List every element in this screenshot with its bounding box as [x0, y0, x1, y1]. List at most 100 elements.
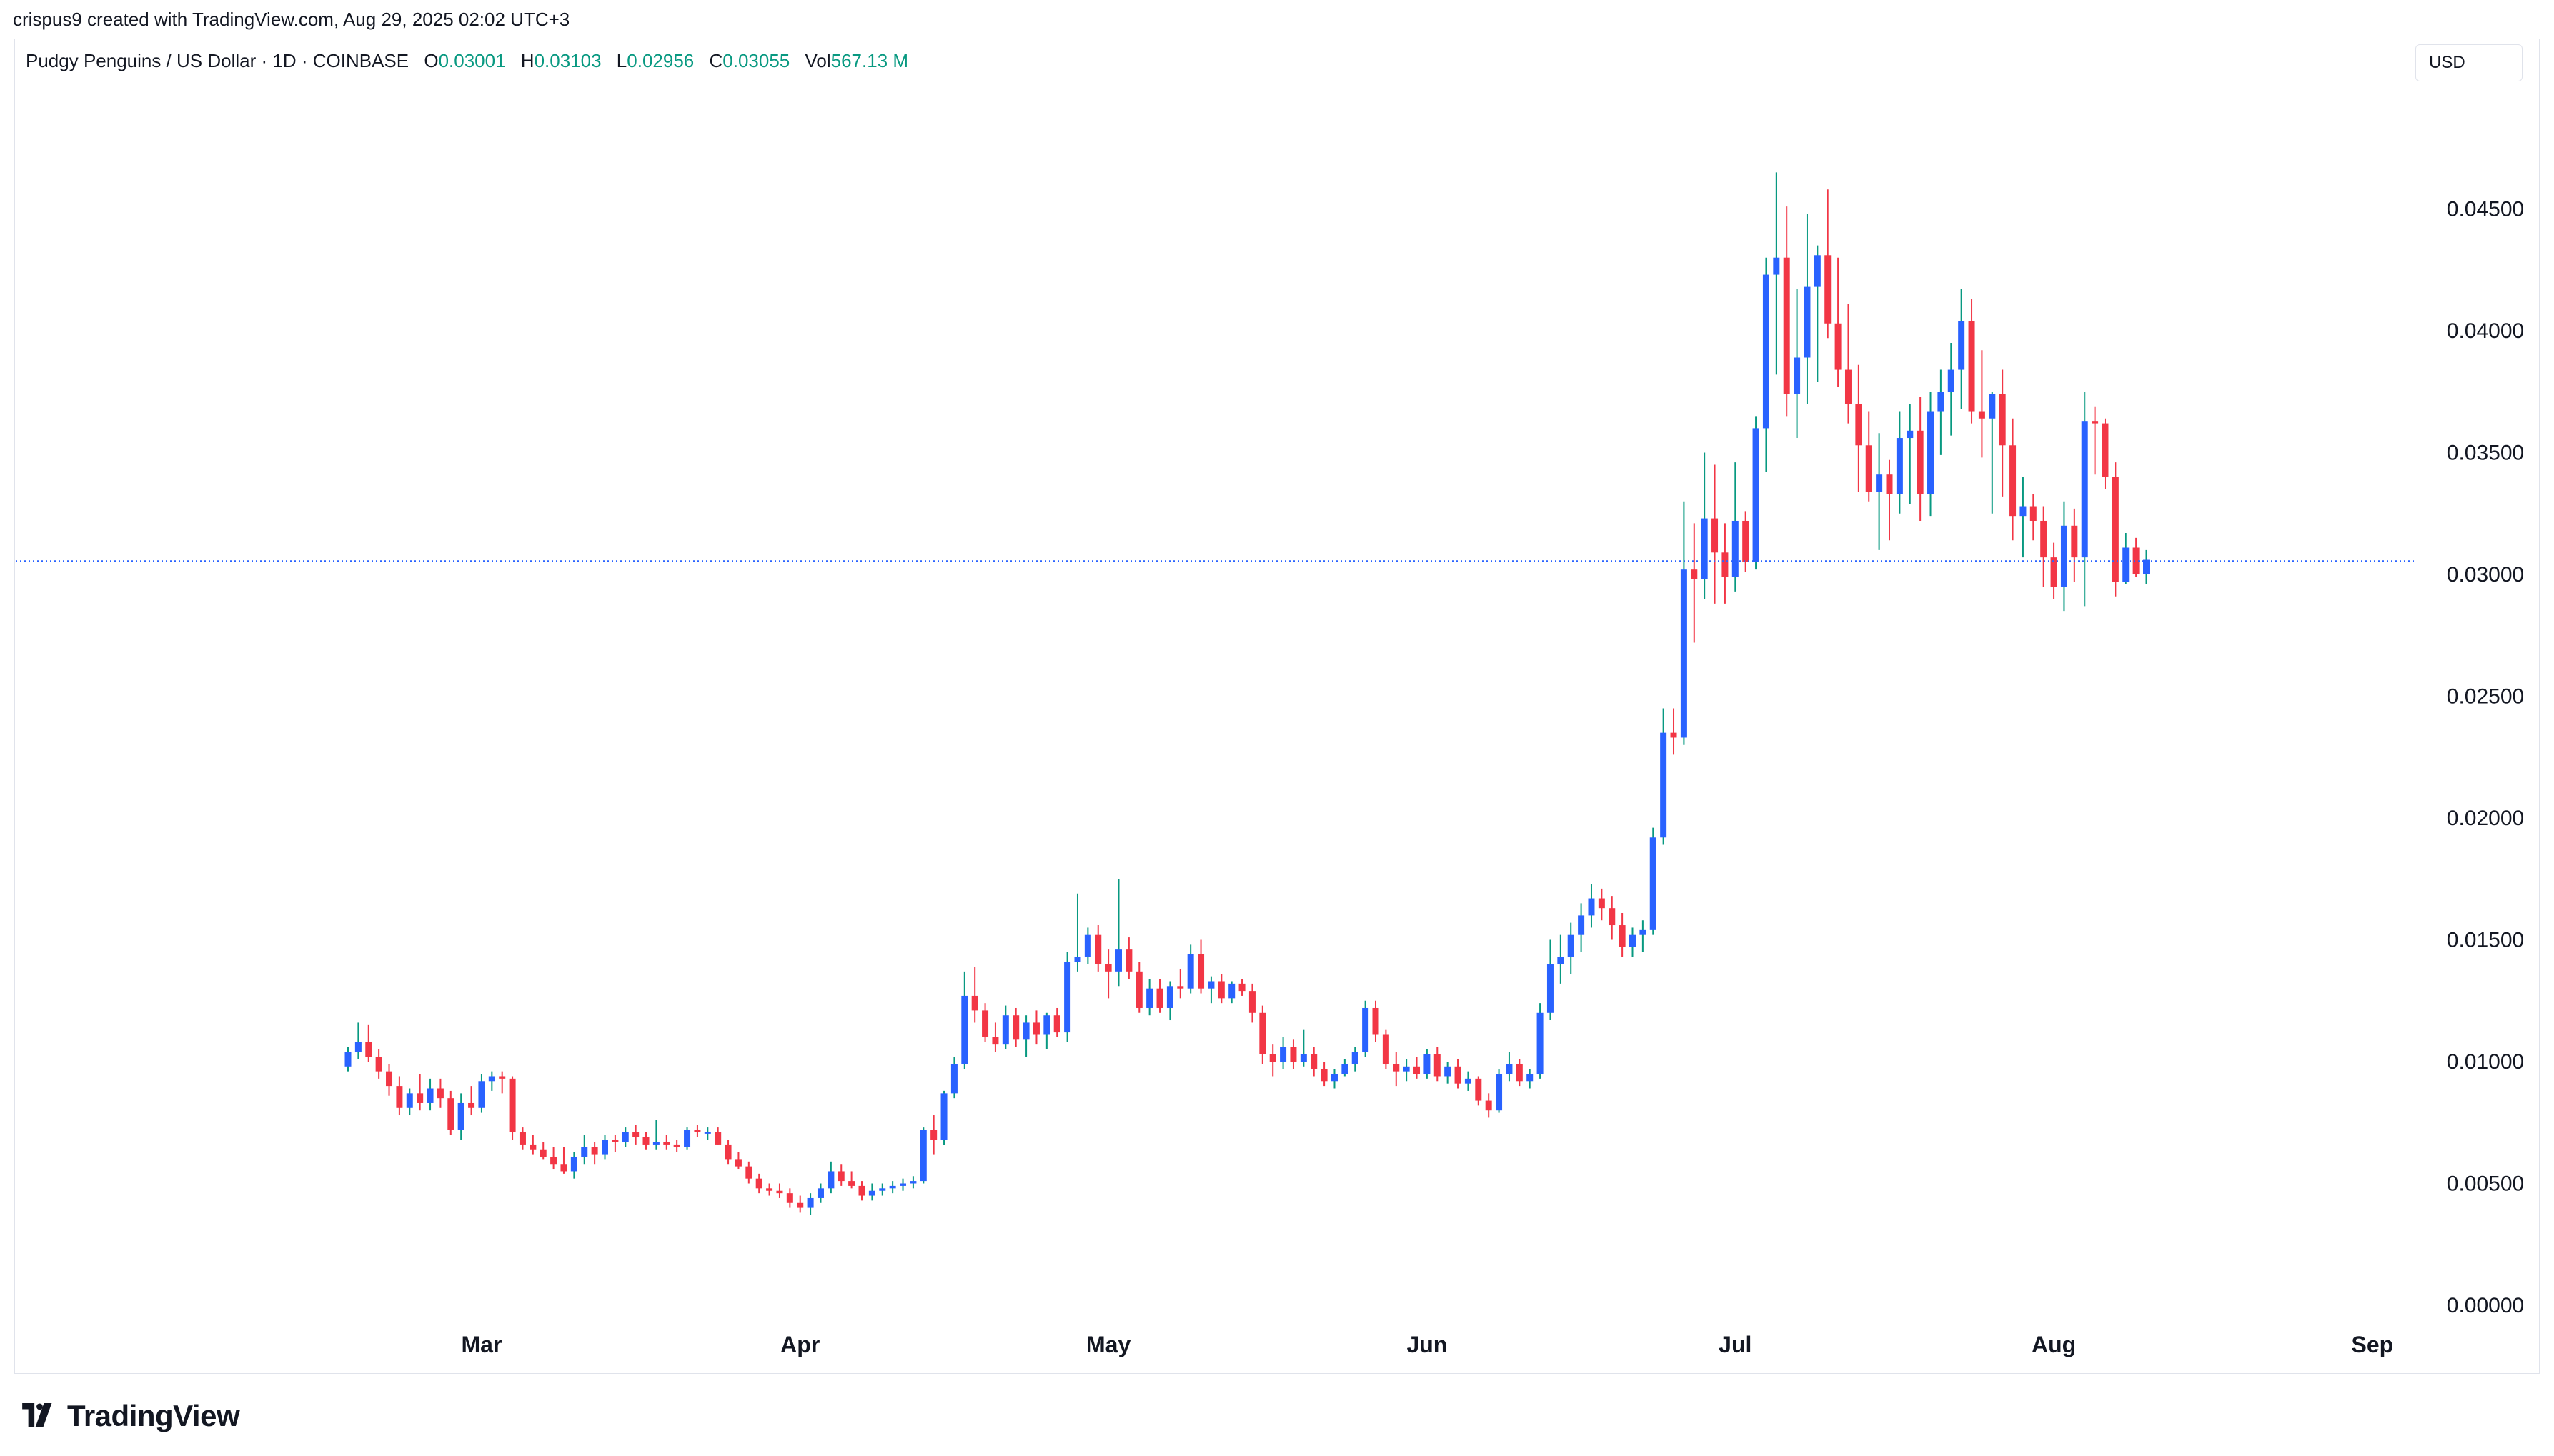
- candle-body: [488, 1076, 495, 1082]
- candle-body: [868, 1190, 875, 1196]
- candle-body: [1280, 1047, 1287, 1062]
- candle-body: [1105, 964, 1112, 972]
- candle-body: [828, 1171, 835, 1189]
- candle-body: [1382, 1034, 1389, 1064]
- candle-body: [1259, 1012, 1266, 1054]
- candle-body: [1043, 1015, 1050, 1035]
- candle-body: [2143, 559, 2150, 574]
- candles: [344, 172, 2150, 1215]
- candle-body: [1609, 908, 1616, 926]
- candle-body: [1783, 257, 1790, 394]
- candle-body: [540, 1149, 547, 1157]
- candle-body: [1670, 732, 1677, 738]
- candle-body: [1403, 1066, 1410, 1072]
- candle-body: [1629, 934, 1636, 947]
- candle-body: [1115, 949, 1122, 972]
- x-tick-label: Mar: [461, 1332, 502, 1357]
- chart-caption: crispus9 created with TradingView.com, A…: [13, 9, 570, 30]
- candle-body: [1844, 369, 1852, 404]
- candle-body: [1341, 1064, 1348, 1074]
- candle-body: [437, 1088, 444, 1099]
- candle-body: [2122, 547, 2130, 582]
- symbol-title[interactable]: Pudgy Penguins / US Dollar · 1D · COINBA…: [26, 50, 409, 71]
- candle-body: [1865, 445, 1872, 492]
- candle-body: [1691, 569, 1698, 579]
- candle-body: [1578, 915, 1585, 935]
- candle-body: [1423, 1054, 1431, 1074]
- candle-body: [1362, 1007, 1369, 1052]
- candle-body: [1290, 1047, 1297, 1062]
- candle-body: [1177, 986, 1184, 989]
- candle-body: [1711, 518, 1719, 553]
- y-tick-label: 0.02000: [2447, 807, 2524, 830]
- candle-body: [365, 1042, 372, 1057]
- candle-body: [581, 1147, 588, 1157]
- x-tick-label: Sep: [2352, 1332, 2394, 1357]
- candle-body: [1516, 1064, 1523, 1082]
- candle-body: [1886, 474, 1893, 494]
- candle-body: [509, 1078, 516, 1132]
- candle-body: [602, 1140, 608, 1155]
- close-label: C: [709, 50, 723, 71]
- candle-body: [745, 1166, 752, 1179]
- candle-body: [694, 1130, 701, 1132]
- candle-body: [1311, 1054, 1318, 1069]
- ohlc-legend: Pudgy Penguins / US Dollar · 1D · COINBA…: [26, 50, 908, 72]
- x-tick-label: Jul: [1719, 1332, 1751, 1357]
- y-tick-label: 0.02500: [2447, 685, 2524, 709]
- candle-body: [920, 1130, 927, 1182]
- y-tick-label: 0.01000: [2447, 1050, 2524, 1074]
- candle-body: [1660, 732, 1667, 838]
- candle-body: [735, 1159, 742, 1167]
- tradingview-brand: TradingView: [67, 1399, 240, 1432]
- candle-body: [663, 1142, 670, 1145]
- candle-body: [755, 1178, 762, 1189]
- candle-body: [1187, 954, 1194, 989]
- candle-body: [2102, 423, 2109, 477]
- volume-value: 567.13 M: [830, 50, 909, 71]
- x-tick-label: Aug: [2032, 1332, 2076, 1357]
- candle-body: [1680, 569, 1687, 738]
- candle-body: [396, 1086, 403, 1108]
- candle-body: [889, 1185, 896, 1189]
- candle-body: [1166, 986, 1173, 1008]
- candle-body: [1033, 1022, 1040, 1035]
- candle-body: [519, 1132, 526, 1145]
- candle-body: [1013, 1015, 1020, 1040]
- candle-body: [2092, 421, 2099, 424]
- candle-body: [1095, 934, 1102, 964]
- candle-body: [1413, 1066, 1421, 1074]
- candle-body: [344, 1052, 352, 1067]
- candle-body: [1619, 925, 1626, 947]
- candle-body: [1506, 1064, 1513, 1074]
- candle-body: [1598, 898, 1605, 909]
- candle-body: [354, 1042, 362, 1052]
- candle-body: [1126, 949, 1133, 972]
- y-tick-label: 0.00500: [2447, 1172, 2524, 1196]
- candle-body: [1876, 474, 1883, 492]
- candle-body: [1588, 898, 1595, 916]
- currency-button[interactable]: USD: [2415, 44, 2523, 81]
- chart-frame: [14, 39, 2540, 1374]
- candle-body: [961, 995, 968, 1064]
- candle-body: [1228, 983, 1236, 999]
- candle-body: [1496, 1074, 1503, 1111]
- candle-body: [1084, 934, 1091, 957]
- candle-body: [468, 1102, 475, 1108]
- x-tick-label: May: [1086, 1332, 1131, 1357]
- candle-body: [386, 1071, 393, 1087]
- candle-body: [1742, 520, 1749, 562]
- candle-body: [1762, 274, 1769, 429]
- tradingview-logo-icon: [22, 1403, 52, 1427]
- candle-body: [715, 1132, 722, 1145]
- candle-body: [478, 1081, 485, 1108]
- candle-body: [1351, 1052, 1358, 1064]
- candle-body: [1814, 255, 1821, 287]
- candle-body: [622, 1132, 629, 1142]
- candle-body: [1557, 957, 1564, 964]
- candle-body: [1721, 552, 1729, 577]
- candle-body: [1536, 1012, 1544, 1074]
- candle-body: [1464, 1078, 1471, 1084]
- candle-body: [1855, 404, 1862, 446]
